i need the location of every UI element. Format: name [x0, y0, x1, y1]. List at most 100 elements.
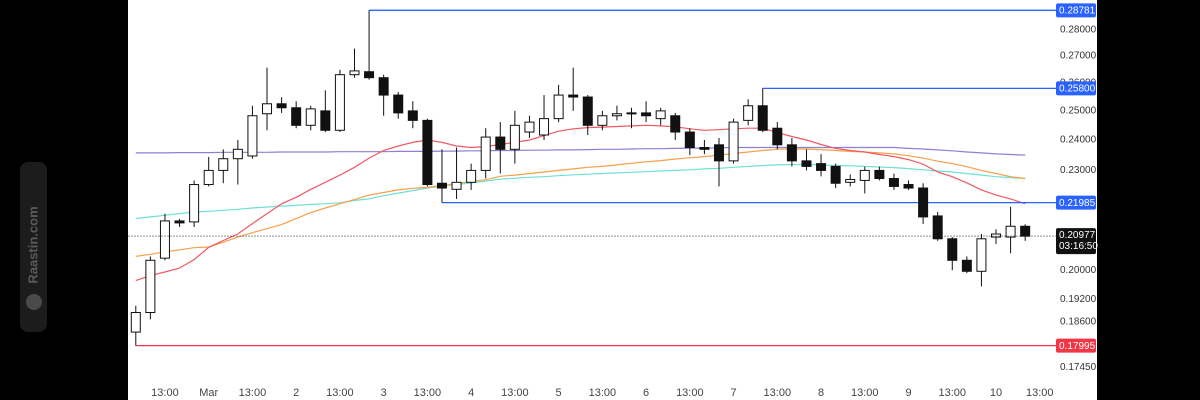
x-tick-label: 13:00 — [151, 387, 179, 399]
level-label-box — [1056, 338, 1096, 353]
candle-body — [888, 178, 899, 187]
candle-body — [524, 121, 535, 133]
candle-body — [232, 148, 243, 160]
candle-body — [801, 160, 812, 167]
candle-body — [976, 238, 987, 272]
candle-body — [247, 115, 258, 157]
candle-body — [684, 131, 695, 149]
candle-body — [772, 127, 783, 146]
indicator-line — [135, 163, 1026, 220]
watermark-logo — [26, 294, 42, 310]
candle-body — [728, 121, 739, 162]
candle-body — [713, 144, 724, 162]
current-price-box — [1056, 228, 1096, 255]
candle-body — [407, 110, 418, 121]
y-tick-label: 0.18600 — [1060, 317, 1097, 328]
candle-body — [422, 119, 433, 186]
candle-body — [947, 238, 958, 261]
candle-body — [305, 108, 316, 126]
x-tick-label: 8 — [818, 387, 824, 399]
candle-body — [961, 259, 972, 272]
candle-body — [480, 136, 491, 171]
candle-body — [189, 184, 200, 223]
x-tick-label: 13:00 — [764, 387, 792, 399]
x-tick-label: 5 — [556, 387, 562, 399]
x-tick-label: 9 — [905, 387, 911, 399]
candle-body — [276, 103, 287, 109]
candle-body — [334, 74, 345, 131]
candle-body — [655, 110, 666, 120]
y-tick-label: 0.25000 — [1060, 106, 1097, 117]
y-tick-label: 0.27000 — [1060, 51, 1097, 62]
current-price-label: 0.20977 — [1059, 230, 1096, 241]
candle-body — [641, 112, 652, 117]
candle-body — [393, 94, 404, 114]
x-tick-label: 13:00 — [326, 387, 354, 399]
candle-body — [611, 113, 622, 117]
countdown-label: 03:16:50 — [1059, 241, 1098, 252]
candle-body — [699, 147, 710, 150]
y-tick-label: 0.20000 — [1060, 265, 1097, 276]
x-tick-label: 4 — [468, 387, 474, 399]
candle-body — [670, 115, 681, 133]
level-label-box — [1056, 81, 1096, 96]
y-tick-label: 0.17450 — [1060, 362, 1097, 373]
x-tick-label: 13:00 — [239, 387, 267, 399]
candle-body — [1005, 225, 1016, 238]
candle-body — [757, 105, 768, 131]
candle-body — [1020, 225, 1031, 237]
candle-body — [874, 169, 885, 180]
candle-body — [539, 118, 550, 136]
x-tick-label: 6 — [643, 387, 649, 399]
candle-body — [743, 105, 754, 121]
y-tick-label: 0.28000 — [1060, 25, 1097, 36]
candle-body — [451, 181, 462, 190]
candle-body — [495, 136, 506, 150]
x-tick-label: 13:00 — [501, 387, 529, 399]
level-label-box — [1056, 3, 1096, 18]
candle-body — [349, 70, 360, 76]
candle-body — [830, 165, 841, 184]
level-label-box — [1056, 195, 1096, 210]
x-tick-label: 13:00 — [1026, 387, 1054, 399]
x-tick-label: 10 — [990, 387, 1002, 399]
indicator-line — [135, 148, 1026, 257]
candle-body — [568, 94, 579, 98]
y-tick-label: 0.19200 — [1060, 294, 1097, 305]
candle-body — [364, 71, 375, 79]
y-tick-label: 0.24000 — [1060, 135, 1097, 146]
candle-body — [509, 124, 520, 150]
candle-body — [218, 158, 229, 171]
candle-body — [262, 103, 273, 115]
candle-body — [932, 215, 943, 240]
x-tick-label: 13:00 — [676, 387, 704, 399]
indicator-line — [135, 146, 1026, 156]
plot-area — [128, 0, 1097, 400]
level-label: 0.21985 — [1059, 198, 1096, 209]
x-tick-label: 13:00 — [851, 387, 879, 399]
candle-body — [145, 259, 156, 313]
candle-body — [845, 178, 856, 183]
y-tick-label: 0.23000 — [1060, 165, 1097, 176]
candle-body — [816, 163, 827, 171]
candle-body — [466, 169, 477, 183]
candle-body — [918, 187, 929, 218]
watermark: Raastin.com — [25, 206, 40, 283]
indicator-line — [135, 124, 1026, 282]
candle-body — [582, 96, 593, 126]
candle-body — [130, 311, 141, 333]
level-label: 0.17995 — [1059, 341, 1096, 352]
candle-body — [991, 233, 1002, 238]
candle-body — [436, 182, 447, 189]
candle-body — [903, 184, 914, 189]
x-tick-label: 3 — [381, 387, 387, 399]
watermark-strip — [20, 162, 47, 332]
candle-body — [597, 115, 608, 126]
x-tick-label: 2 — [293, 387, 299, 399]
x-tick-label: 7 — [731, 387, 737, 399]
level-label: 0.28781 — [1059, 5, 1096, 16]
candle-body — [859, 169, 870, 181]
candle-body — [786, 144, 797, 162]
candle-body — [174, 220, 185, 224]
